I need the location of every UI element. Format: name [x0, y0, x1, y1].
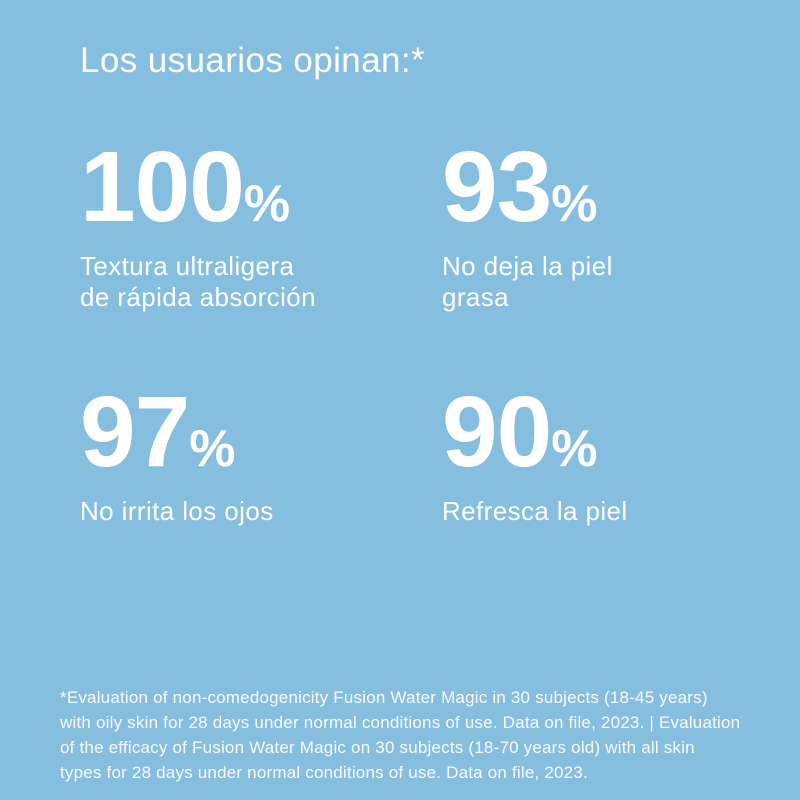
stat-non-greasy-label: No deja la piel grasa: [442, 251, 613, 312]
percent-sign: %: [551, 175, 598, 233]
percent-sign: %: [551, 420, 598, 478]
stat-refreshing-value: 90%: [442, 382, 740, 482]
study-disclaimer-footnote: *Evaluation of non-comedogenicity Fusion…: [60, 688, 741, 782]
stat-refreshing: 90% Refresca la piel: [442, 382, 740, 527]
stat-texture: 100% Textura ultraligera de rápida absor…: [80, 137, 442, 313]
stat-eye-safe-number: 97: [80, 376, 190, 488]
stat-refreshing-number: 90: [442, 376, 552, 488]
stat-eye-safe-value: 97%: [80, 382, 442, 482]
stat-texture-value: 100%: [80, 137, 442, 237]
stats-grid: 100% Textura ultraligera de rápida absor…: [80, 137, 740, 527]
stat-eye-safe-label: No irrita los ojos: [80, 496, 274, 526]
percent-sign: %: [189, 420, 236, 478]
stat-non-greasy-value: 93%: [442, 137, 740, 237]
stat-non-greasy: 93% No deja la piel grasa: [442, 137, 740, 313]
page-title: Los usuarios opinan:*: [80, 41, 426, 80]
percent-sign: %: [243, 175, 291, 233]
stat-texture-number: 100: [80, 131, 245, 243]
stat-refreshing-label: Refresca la piel: [442, 496, 628, 526]
stat-eye-safe: 97% No irrita los ojos: [80, 382, 442, 527]
stat-texture-label: Textura ultraligera de rápida absorción: [80, 251, 316, 312]
stat-non-greasy-number: 93: [442, 131, 552, 243]
